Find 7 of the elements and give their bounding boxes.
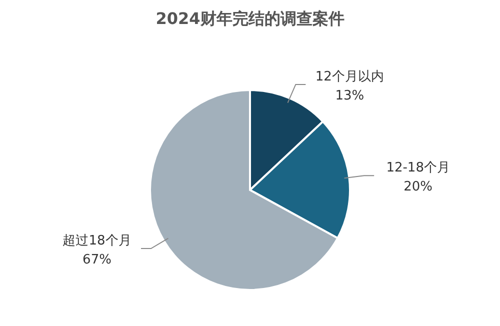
slice-label: 12-18个月 — [386, 160, 450, 176]
slice-label: 超过18个月 — [62, 234, 132, 249]
chart-title: 2024财年完结的调查案件 — [156, 9, 344, 28]
data-label: 13% — [335, 88, 364, 104]
data-label: 67% — [82, 252, 112, 268]
data-label: 20% — [404, 180, 433, 195]
slice-label: 12个月以内 — [315, 69, 384, 84]
